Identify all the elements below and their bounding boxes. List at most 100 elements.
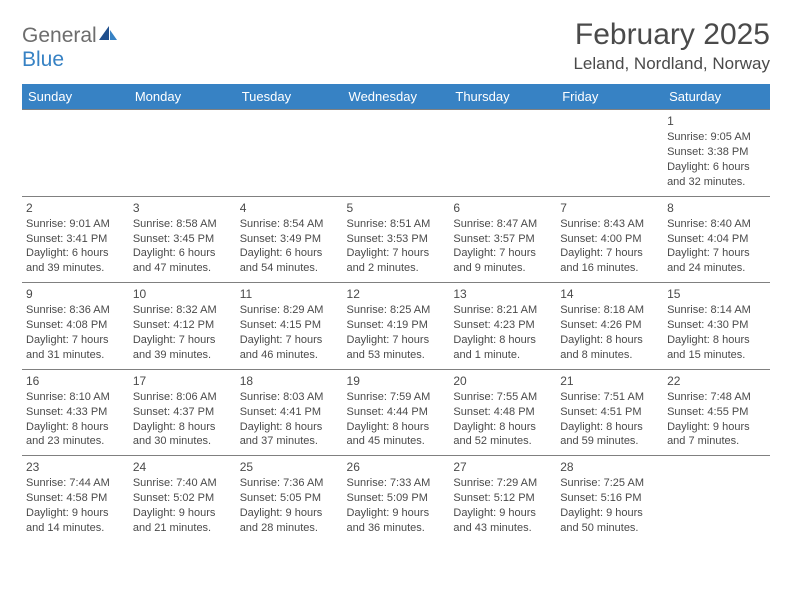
day-number: 15: [667, 286, 766, 302]
sunset-text: Sunset: 3:38 PM: [667, 145, 766, 160]
title-block: February 2025 Leland, Nordland, Norway: [573, 18, 770, 74]
day-cell: 21Sunrise: 7:51 AMSunset: 4:51 PMDayligh…: [556, 369, 663, 456]
sunset-text: Sunset: 4:08 PM: [26, 318, 125, 333]
sunrise-text: Sunrise: 8:54 AM: [240, 217, 339, 232]
calendar-body: 1Sunrise: 9:05 AMSunset: 3:38 PMDaylight…: [22, 110, 770, 542]
day-number: 24: [133, 459, 232, 475]
day-cell: 7Sunrise: 8:43 AMSunset: 4:00 PMDaylight…: [556, 196, 663, 283]
empty-day-cell: [22, 110, 129, 197]
day-number: 2: [26, 200, 125, 216]
sunset-text: Sunset: 5:12 PM: [453, 491, 552, 506]
sunset-text: Sunset: 4:30 PM: [667, 318, 766, 333]
sunset-text: Sunset: 3:53 PM: [347, 232, 446, 247]
sunrise-text: Sunrise: 8:32 AM: [133, 303, 232, 318]
sunset-text: Sunset: 4:48 PM: [453, 405, 552, 420]
day-cell: 3Sunrise: 8:58 AMSunset: 3:45 PMDaylight…: [129, 196, 236, 283]
logo-text-blue: Blue: [22, 48, 64, 71]
sunset-text: Sunset: 3:57 PM: [453, 232, 552, 247]
daylight-text: Daylight: 7 hours and 16 minutes.: [560, 246, 659, 276]
sunrise-text: Sunrise: 7:25 AM: [560, 476, 659, 491]
day-number: 12: [347, 286, 446, 302]
weekday-header: Sunday: [22, 84, 129, 110]
day-cell: 23Sunrise: 7:44 AMSunset: 4:58 PMDayligh…: [22, 456, 129, 542]
sunrise-text: Sunrise: 8:21 AM: [453, 303, 552, 318]
daylight-text: Daylight: 7 hours and 39 minutes.: [133, 333, 232, 363]
day-cell: 6Sunrise: 8:47 AMSunset: 3:57 PMDaylight…: [449, 196, 556, 283]
sunrise-text: Sunrise: 8:47 AM: [453, 217, 552, 232]
calendar-week-row: 9Sunrise: 8:36 AMSunset: 4:08 PM Daylight…: [22, 283, 770, 370]
day-cell: 13Sunrise: 8:21 AMSunset: 4:23 PMDayligh…: [449, 283, 556, 370]
sunrise-text: Sunrise: 7:36 AM: [240, 476, 339, 491]
day-cell: 2Sunrise: 9:01 AMSunset: 3:41 PMDaylight…: [22, 196, 129, 283]
daylight-text: Daylight: 8 hours and 37 minutes.: [240, 420, 339, 450]
day-number: 22: [667, 373, 766, 389]
sunrise-text: Sunrise: 8:06 AM: [133, 390, 232, 405]
daylight-text: Daylight: 9 hours and 14 minutes.: [26, 506, 125, 536]
daylight-text: Daylight: 6 hours and 47 minutes.: [133, 246, 232, 276]
day-number: 25: [240, 459, 339, 475]
daylight-text: Daylight: 8 hours and 8 minutes.: [560, 333, 659, 363]
day-number: 6: [453, 200, 552, 216]
calendar-week-row: 23Sunrise: 7:44 AMSunset: 4:58 PMDayligh…: [22, 456, 770, 542]
day-cell: 9Sunrise: 8:36 AMSunset: 4:08 PMDaylight…: [22, 283, 129, 370]
sunset-text: Sunset: 4:51 PM: [560, 405, 659, 420]
sunset-text: Sunset: 4:58 PM: [26, 491, 125, 506]
day-number: 18: [240, 373, 339, 389]
day-cell: 27Sunrise: 7:29 AMSunset: 5:12 PMDayligh…: [449, 456, 556, 542]
sunrise-text: Sunrise: 7:44 AM: [26, 476, 125, 491]
sunset-text: Sunset: 3:49 PM: [240, 232, 339, 247]
daylight-text: Daylight: 8 hours and 1 minute.: [453, 333, 552, 363]
day-number: 9: [26, 286, 125, 302]
empty-day-cell: [129, 110, 236, 197]
daylight-text: Daylight: 6 hours and 39 minutes.: [26, 246, 125, 276]
sunrise-text: Sunrise: 9:05 AM: [667, 130, 766, 145]
sunrise-text: Sunrise: 8:36 AM: [26, 303, 125, 318]
sunrise-text: Sunrise: 8:25 AM: [347, 303, 446, 318]
sunset-text: Sunset: 4:41 PM: [240, 405, 339, 420]
day-cell: 17Sunrise: 8:06 AMSunset: 4:37 PMDayligh…: [129, 369, 236, 456]
day-number: 13: [453, 286, 552, 302]
daylight-text: Daylight: 7 hours and 53 minutes.: [347, 333, 446, 363]
logo-text-general: General: [22, 24, 97, 47]
weekday-header: Saturday: [663, 84, 770, 110]
daylight-text: Daylight: 8 hours and 45 minutes.: [347, 420, 446, 450]
sunset-text: Sunset: 5:16 PM: [560, 491, 659, 506]
sunset-text: Sunset: 5:05 PM: [240, 491, 339, 506]
day-number: 5: [347, 200, 446, 216]
sunrise-text: Sunrise: 8:29 AM: [240, 303, 339, 318]
sunrise-text: Sunrise: 7:48 AM: [667, 390, 766, 405]
daylight-text: Daylight: 7 hours and 46 minutes.: [240, 333, 339, 363]
weekday-header: Friday: [556, 84, 663, 110]
day-cell: 4Sunrise: 8:54 AMSunset: 3:49 PMDaylight…: [236, 196, 343, 283]
day-cell: 12Sunrise: 8:25 AMSunset: 4:19 PMDayligh…: [343, 283, 450, 370]
sunset-text: Sunset: 3:41 PM: [26, 232, 125, 247]
sunset-text: Sunset: 4:44 PM: [347, 405, 446, 420]
sunset-text: Sunset: 5:02 PM: [133, 491, 232, 506]
day-number: 16: [26, 373, 125, 389]
weekday-header: Thursday: [449, 84, 556, 110]
daylight-text: Daylight: 9 hours and 21 minutes.: [133, 506, 232, 536]
daylight-text: Daylight: 6 hours and 54 minutes.: [240, 246, 339, 276]
weekday-header: Monday: [129, 84, 236, 110]
day-cell: 14Sunrise: 8:18 AMSunset: 4:26 PMDayligh…: [556, 283, 663, 370]
day-number: 8: [667, 200, 766, 216]
day-number: 28: [560, 459, 659, 475]
day-cell: 22Sunrise: 7:48 AMSunset: 4:55 PMDayligh…: [663, 369, 770, 456]
empty-day-cell: [449, 110, 556, 197]
sunset-text: Sunset: 4:19 PM: [347, 318, 446, 333]
sunrise-text: Sunrise: 7:55 AM: [453, 390, 552, 405]
day-number: 3: [133, 200, 232, 216]
day-number: 21: [560, 373, 659, 389]
day-number: 14: [560, 286, 659, 302]
day-cell: 1Sunrise: 9:05 AMSunset: 3:38 PMDaylight…: [663, 110, 770, 197]
calendar-week-row: 1Sunrise: 9:05 AMSunset: 3:38 PMDaylight…: [22, 110, 770, 197]
sunrise-text: Sunrise: 7:59 AM: [347, 390, 446, 405]
day-number: 10: [133, 286, 232, 302]
sunset-text: Sunset: 4:12 PM: [133, 318, 232, 333]
logo: GeneralBlue: [22, 24, 119, 72]
daylight-text: Daylight: 6 hours and 32 minutes.: [667, 160, 766, 190]
day-number: 23: [26, 459, 125, 475]
daylight-text: Daylight: 9 hours and 36 minutes.: [347, 506, 446, 536]
day-number: 4: [240, 200, 339, 216]
day-cell: 16Sunrise: 8:10 AMSunset: 4:33 PMDayligh…: [22, 369, 129, 456]
